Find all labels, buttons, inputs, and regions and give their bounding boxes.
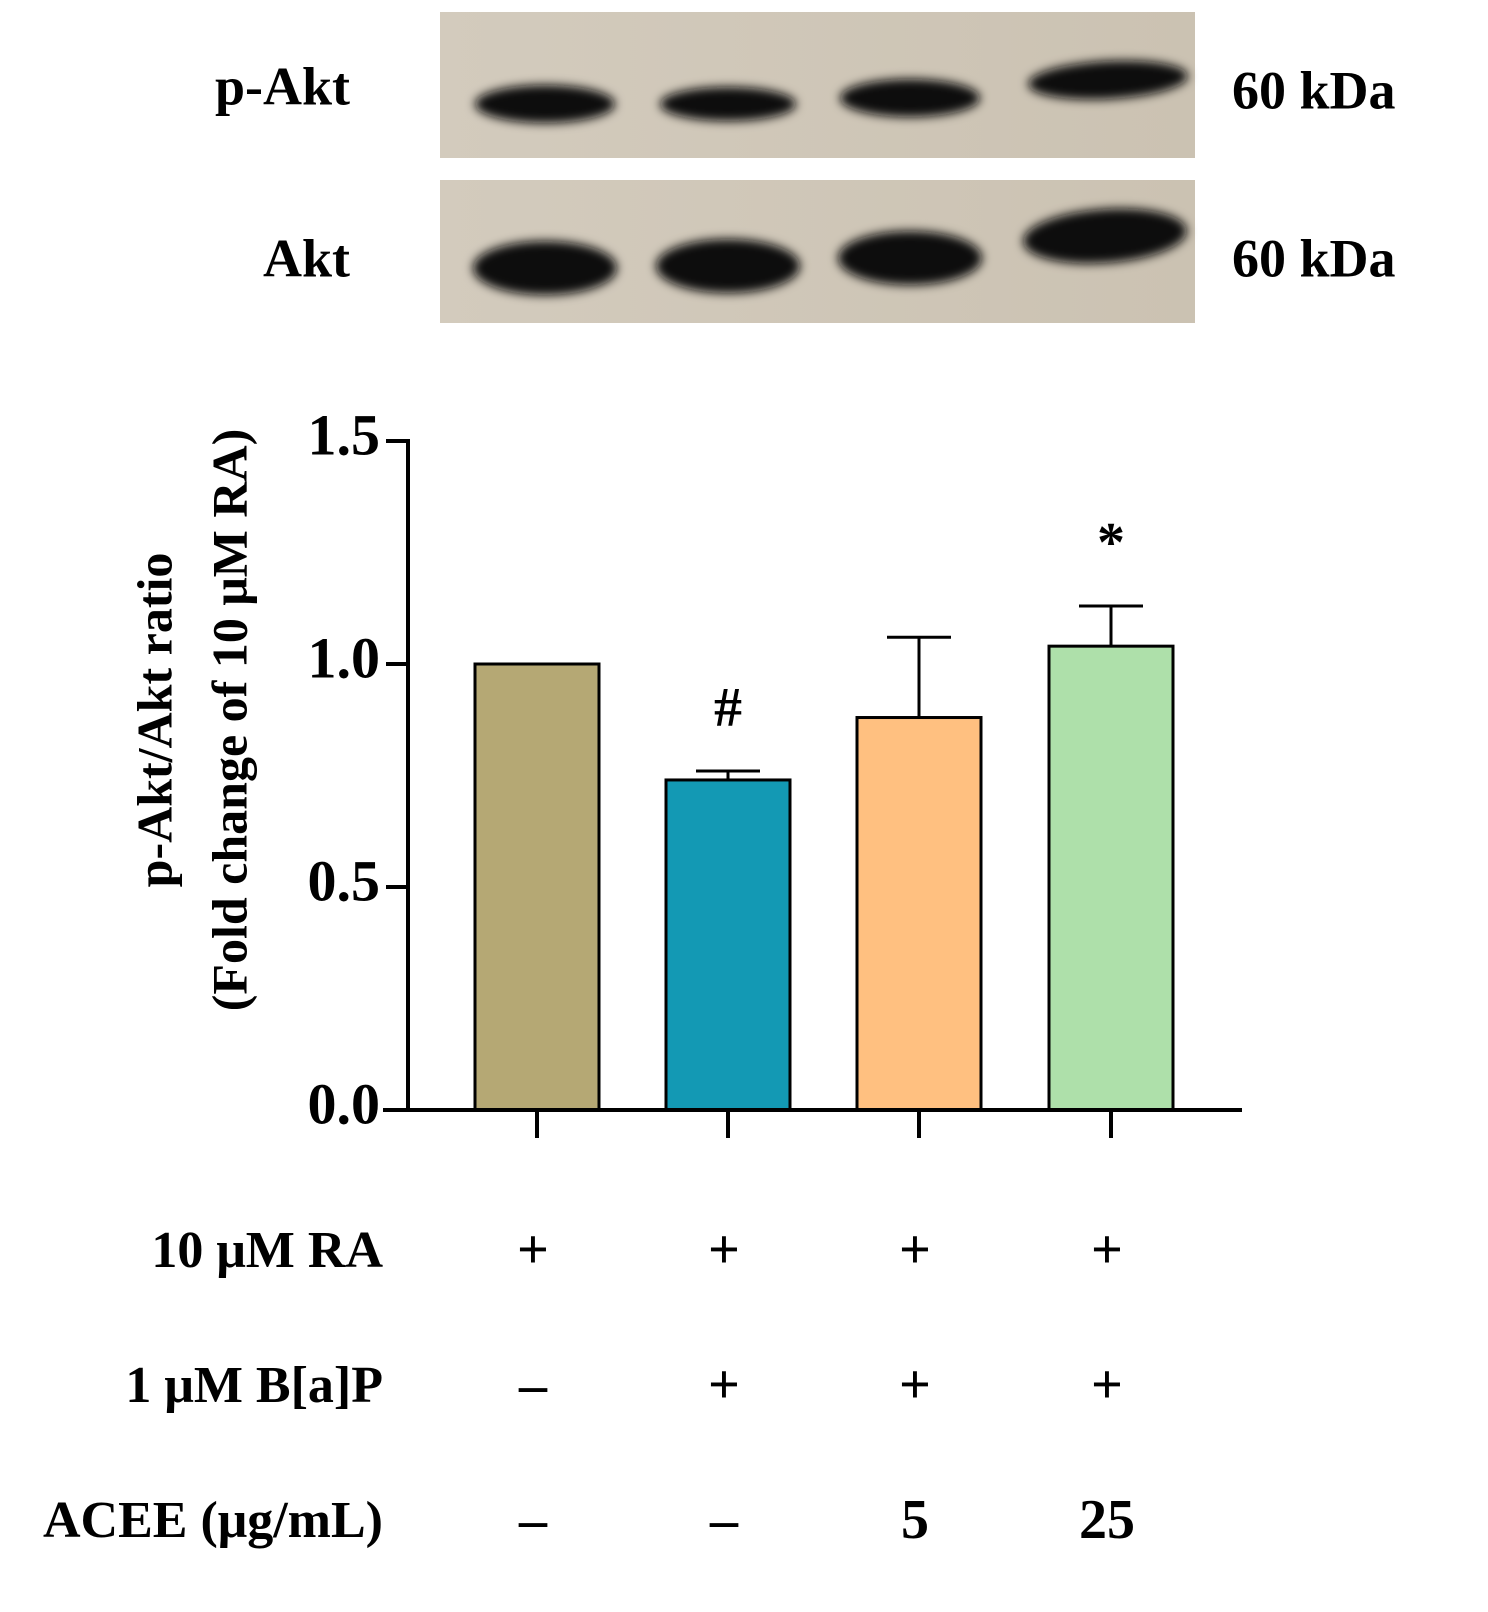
- treatment-entry: –: [518, 1354, 548, 1416]
- blot-label: Akt: [263, 228, 350, 288]
- treatment-entry: +: [517, 1219, 549, 1281]
- blot-size: 60 kDa: [1232, 60, 1396, 120]
- treatment-entry: –: [518, 1489, 548, 1551]
- y-tick-label: 0.0: [308, 1071, 381, 1136]
- treatment-entry: 5: [901, 1489, 929, 1551]
- blot-panel: p-Akt Akt 60 kDa 60 kDa: [215, 12, 1396, 323]
- treatment-entry: +: [708, 1219, 740, 1281]
- y-tick-label: 1.0: [308, 625, 381, 690]
- bar: [473, 662, 601, 1112]
- bar: [1047, 644, 1175, 1112]
- significance-mark: *: [1097, 512, 1125, 574]
- y-axis-title: p-Akt/Akt ratio (Fold change of 10 μM RA…: [126, 429, 257, 1011]
- treatment-entry: +: [708, 1354, 740, 1416]
- treatment-entry: 25: [1079, 1489, 1135, 1551]
- treatment-entry: +: [899, 1354, 931, 1416]
- y-tick-label: 0.5: [308, 848, 381, 913]
- significance-mark: #: [714, 677, 742, 739]
- blot-size: 60 kDa: [1232, 228, 1396, 288]
- y-axis-title-line: p-Akt/Akt ratio: [126, 553, 182, 888]
- y-tick-label: 1.5: [308, 402, 381, 467]
- blot-bands: [473, 208, 1187, 295]
- treatment-label: ACEE (μg/mL): [43, 1492, 383, 1549]
- blot-label: p-Akt: [215, 56, 350, 116]
- treatment-entry: +: [899, 1219, 931, 1281]
- y-axis-title-line: (Fold change of 10 μM RA): [201, 429, 257, 1011]
- bar: [855, 716, 983, 1112]
- treatment-label: 10 μM RA: [151, 1222, 383, 1279]
- treatment-entry: –: [709, 1489, 739, 1551]
- treatment-entry: +: [1091, 1219, 1123, 1281]
- treatment-entry: +: [1091, 1354, 1123, 1416]
- bar: [664, 778, 792, 1112]
- blot-bands: [475, 60, 1188, 123]
- treatment-label: 1 μM B[a]P: [125, 1357, 383, 1414]
